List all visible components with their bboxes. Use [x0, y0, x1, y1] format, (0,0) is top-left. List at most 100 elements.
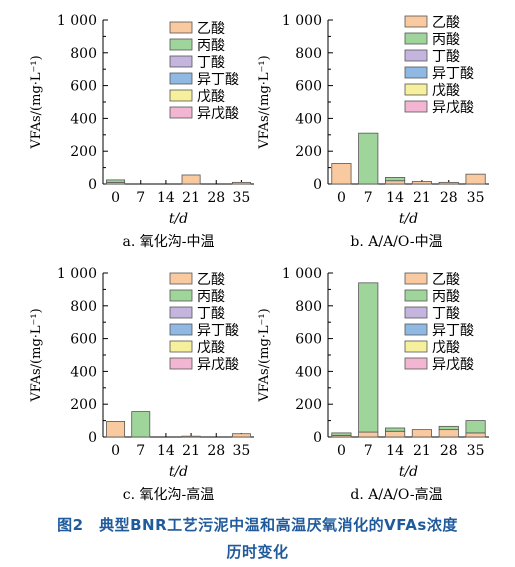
x-axis-label: t/d: [399, 211, 418, 227]
legend-label: 乙酸: [197, 21, 225, 37]
legend-swatch-异丁酸: [169, 72, 193, 85]
bar-乙酸-21: [181, 435, 201, 438]
bar-乙酸-21: [411, 429, 432, 438]
y-tick-label: 1 000: [282, 266, 322, 282]
legend-label: 异丁酸: [197, 72, 239, 88]
legend-label: 丁酸: [197, 55, 225, 71]
y-tick-label: 0: [313, 177, 322, 193]
legend-swatch-丙酸: [169, 289, 193, 302]
legend-label: 丙酸: [197, 289, 225, 305]
legend-swatch-丙酸: [404, 32, 428, 45]
legend-swatch-异戊酸: [169, 357, 193, 370]
legend-label: 乙酸: [432, 15, 460, 31]
legend-swatch-异戊酸: [404, 100, 428, 113]
x-tick-label: 21: [413, 443, 431, 459]
bar-乙酸-28: [438, 429, 459, 438]
bar-丙酸-7: [131, 411, 151, 438]
y-tick-label: 600: [70, 332, 97, 348]
bar-丙酸-0: [331, 432, 352, 436]
legend-swatch-异戊酸: [169, 106, 193, 119]
x-tick-label: 35: [467, 190, 485, 206]
bar-乙酸-14: [385, 430, 406, 438]
x-tick-label: 21: [182, 190, 200, 206]
x-tick-label: 14: [386, 190, 404, 206]
bar-乙酸-0: [331, 163, 352, 185]
legend-label: 丁酸: [432, 49, 460, 65]
legend-label: 异戊酸: [197, 357, 239, 373]
legend-swatch-戊酸: [169, 340, 193, 353]
legend-swatch-丙酸: [169, 38, 193, 51]
legend-label: 异戊酸: [432, 357, 474, 373]
legend-swatch-异戊酸: [404, 357, 428, 370]
legend-swatch-丁酸: [169, 306, 193, 319]
legend-label: 丙酸: [432, 289, 460, 305]
y-axis-label: VFAs/(mg·L⁻¹): [257, 308, 272, 402]
x-tick-label: 28: [440, 190, 458, 206]
y-tick-label: 0: [88, 177, 97, 193]
y-tick-label: 800: [295, 46, 322, 62]
x-tick-label: 7: [136, 443, 145, 459]
panel-caption: c. 氧化沟-高温: [123, 486, 214, 503]
y-tick-label: 200: [70, 144, 97, 160]
x-tick-label: 21: [182, 443, 200, 459]
y-axis-label: VFAs/(mg·L⁻¹): [29, 55, 44, 149]
bar-丙酸-14: [385, 177, 406, 182]
bar-乙酸-21: [181, 174, 201, 185]
legend-swatch-戊酸: [169, 89, 193, 102]
bar-乙酸-0: [106, 421, 126, 438]
legend-swatch-异丁酸: [169, 323, 193, 336]
y-axis-label: VFAs/(mg·L⁻¹): [29, 308, 44, 402]
legend-swatch-异丁酸: [404, 66, 428, 79]
panel-caption: d. A/A/O-高温: [350, 486, 442, 503]
y-tick-label: 1 000: [57, 13, 97, 29]
y-tick-label: 0: [88, 430, 97, 446]
legend-swatch-丁酸: [169, 55, 193, 68]
bar-乙酸-7: [358, 431, 379, 438]
legend-swatch-乙酸: [404, 15, 428, 28]
legend-label: 异丁酸: [197, 323, 239, 339]
legend-label: 异丁酸: [432, 66, 474, 82]
y-tick-label: 600: [295, 332, 322, 348]
y-tick-label: 200: [295, 397, 322, 413]
bar-丙酸-0: [106, 179, 126, 183]
legend-label: 戊酸: [432, 83, 460, 99]
y-tick-label: 200: [295, 144, 322, 160]
chart-panel-2: 0 200 400 600 800 1 000 VFAs/(mg·L⁻¹) 0 7 14 21 28 3…: [257, 13, 489, 250]
x-axis-label: t/d: [169, 211, 188, 227]
x-tick-label: 14: [386, 443, 404, 459]
bar-丙酸-7: [358, 282, 379, 433]
x-tick-label: 35: [233, 190, 251, 206]
x-tick-label: 21: [413, 190, 431, 206]
legend-label: 戊酸: [197, 89, 225, 105]
x-tick-label: 7: [136, 190, 145, 206]
y-tick-label: 1 000: [57, 266, 97, 282]
y-tick-label: 1 000: [282, 13, 322, 29]
x-tick-label: 0: [111, 443, 120, 459]
legend-swatch-丙酸: [404, 289, 428, 302]
bar-丙酸-28: [438, 425, 459, 431]
legend-label: 丙酸: [432, 32, 460, 48]
legend-swatch-丁酸: [404, 49, 428, 62]
legend-label: 丙酸: [197, 38, 225, 54]
legend-swatch-乙酸: [169, 272, 193, 285]
y-tick-label: 600: [70, 79, 97, 95]
legend-swatch-乙酸: [404, 272, 428, 285]
y-tick-label: 400: [70, 111, 97, 127]
figure-caption-line-1: 图2 典型BNR工艺污泥中温和高温厌氧消化的VFAs浓度: [57, 516, 458, 534]
y-tick-label: 0: [313, 430, 322, 446]
x-tick-label: 35: [233, 443, 251, 459]
panel-caption: b. A/A/O-中温: [350, 234, 442, 250]
y-tick-label: 200: [70, 397, 97, 413]
legend-label: 丁酸: [197, 306, 225, 322]
x-tick-label: 35: [467, 443, 485, 459]
legend-label: 丁酸: [432, 306, 460, 322]
x-tick-label: 28: [207, 443, 225, 459]
legend-label: 戊酸: [432, 340, 460, 356]
legend-label: 乙酸: [432, 272, 460, 288]
y-tick-label: 400: [295, 364, 322, 380]
x-tick-label: 0: [337, 190, 346, 206]
legend-swatch-丁酸: [404, 306, 428, 319]
